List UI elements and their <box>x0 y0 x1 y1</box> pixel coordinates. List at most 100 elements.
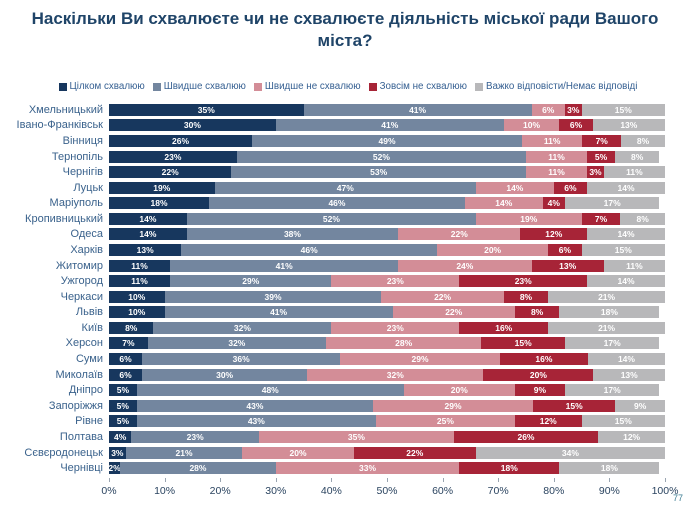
legend-swatch <box>253 82 262 91</box>
category-label: Суми <box>75 353 103 366</box>
axis-tickmark <box>220 477 222 482</box>
bar-segment: 5% <box>109 384 137 397</box>
category-label: Вінниця <box>62 134 103 147</box>
bar-segment: 4% <box>109 430 132 443</box>
bar-track: 5% 48% 20% 9% 17% <box>109 384 665 397</box>
x-axis: 0% 10% 20% 30% 40% 50% 60% 70% 80% 90% 100% <box>101 477 678 502</box>
category-label: Миколаїв <box>55 368 103 381</box>
bar-segment: 7% <box>109 337 148 350</box>
bar-segment: 11% <box>521 134 583 147</box>
bar-segment: 22% <box>109 166 232 179</box>
chart-row: Івано-Франківськ 30% 41% 10% 6% 13% <box>0 118 690 134</box>
bar-segment: 5% <box>109 415 137 428</box>
bar-segment: 14% <box>464 197 543 210</box>
axis-tick-label: 0% <box>101 484 117 497</box>
bar-segment: 22% <box>398 228 521 241</box>
bar-segment: 36% <box>142 353 341 366</box>
bar-segment: 35% <box>109 103 304 116</box>
axis-tickmark <box>665 477 666 482</box>
axis-tick-label: 50% <box>376 484 398 497</box>
bar-segment: 35% <box>259 430 454 443</box>
bar-segment: 46% <box>181 243 438 256</box>
legend: Цілком схвалюю Швидше схвалюю Швидше не сх… <box>10 81 686 92</box>
chart-row: Рівне 5% 43% 25% 12% 15% <box>0 414 690 430</box>
bar-track: 14% 52% 19% 7% 8% <box>109 212 665 225</box>
bar-segment: 26% <box>109 134 253 147</box>
bar-segment: 22% <box>392 306 515 319</box>
bar-segment: 13% <box>593 368 665 381</box>
category-label: Херсон <box>65 337 103 350</box>
axis-tickmark <box>275 477 277 482</box>
axis-tickmark <box>442 477 444 482</box>
bar-segment: 43% <box>136 415 376 428</box>
category-label: Чернігів <box>62 166 103 179</box>
bar-segment: 6% <box>548 243 582 256</box>
bar-segment: 28% <box>325 337 482 350</box>
bar-track: 26% 49% 11% 7% 8% <box>109 134 666 147</box>
bar-segment: 8% <box>620 212 665 225</box>
bar-segment: 22% <box>381 290 504 303</box>
bar-segment: 23% <box>331 321 460 334</box>
chart-row: Ужгород 11% 29% 23% 23% 14% <box>0 273 690 289</box>
category-label: Ужгород <box>60 275 103 288</box>
bar-segment: 20% <box>242 446 354 459</box>
axis-tick-label: 70% <box>487 484 509 497</box>
bar-track: 13% 46% 20% 6% 15% <box>109 243 665 256</box>
bar-segment: 20% <box>483 368 594 381</box>
bar-segment: 6% <box>531 103 565 116</box>
axis-tickmark <box>498 477 500 482</box>
legend-item: Важко відповісти/Немає відповіді <box>474 81 637 92</box>
axis-tickmark <box>609 477 611 482</box>
bar-segment: 43% <box>136 399 374 412</box>
bar-segment: 38% <box>186 228 399 241</box>
legend-item: Цілком схвалюю <box>58 81 145 92</box>
category-label: Одеса <box>70 228 103 241</box>
category-label: Київ <box>81 321 103 334</box>
chart-row: Полтава 4% 23% 35% 26% 12% <box>0 429 690 445</box>
bar-segment: 15% <box>581 415 665 428</box>
bar-segment: 11% <box>525 150 588 163</box>
bar-segment: 41% <box>275 119 504 132</box>
bar-segment: 29% <box>170 275 332 288</box>
bar-segment: 29% <box>340 353 500 366</box>
bar-track: 11% 41% 24% 13% 11% <box>109 259 665 272</box>
bar-segment: 18% <box>559 306 660 319</box>
bar-segment: 32% <box>153 321 332 334</box>
bar-segment: 14% <box>587 275 665 288</box>
bar-segment: 39% <box>164 290 382 303</box>
axis-tickmark <box>331 477 333 482</box>
bar-segment: 52% <box>186 212 476 225</box>
bar-track: 10% 39% 22% 8% 21% <box>109 290 665 303</box>
axis-tick-label: 90% <box>598 484 620 497</box>
bar-segment: 3% <box>587 166 604 179</box>
bar-segment: 15% <box>532 399 616 412</box>
bar-track: 8% 32% 23% 16% 21% <box>109 321 665 334</box>
bar-segment: 8% <box>614 150 660 163</box>
legend-item: Швидше не схвалюю <box>253 81 361 92</box>
chart-row: Миколаїв 6% 30% 32% 20% 13% <box>0 367 690 383</box>
bar-segment: 13% <box>531 259 604 272</box>
category-label: Чернівці <box>60 462 103 475</box>
axis-tickmark <box>553 477 555 482</box>
legend-item: Зовсім не схвалюю <box>368 81 467 92</box>
axis-tick-label: 20% <box>209 484 231 497</box>
axis-tick-label: 30% <box>265 484 287 497</box>
bar-segment: 13% <box>109 243 182 256</box>
bar-segment: 32% <box>307 368 484 381</box>
category-label: Черкаси <box>60 290 103 303</box>
bar-segment: 9% <box>514 384 565 397</box>
bar-segment: 15% <box>481 337 565 350</box>
bar-segment: 15% <box>581 103 665 116</box>
chart-row: Тернопіль 23% 52% 11% 5% 8% <box>0 149 690 165</box>
bar-track: 3% 21% 20% 22% 34% <box>109 446 665 459</box>
bar-segment: 18% <box>559 462 660 475</box>
bar-track: 6% 36% 29% 16% 14% <box>109 353 665 366</box>
bar-segment: 23% <box>131 430 260 443</box>
bar-segment: 10% <box>109 290 165 303</box>
axis-tick-label: 60% <box>432 484 454 497</box>
category-label: Хмельницький <box>28 103 103 116</box>
bar-segment: 49% <box>252 134 522 147</box>
category-label: Полтава <box>59 430 103 443</box>
bar-segment: 47% <box>214 181 476 194</box>
